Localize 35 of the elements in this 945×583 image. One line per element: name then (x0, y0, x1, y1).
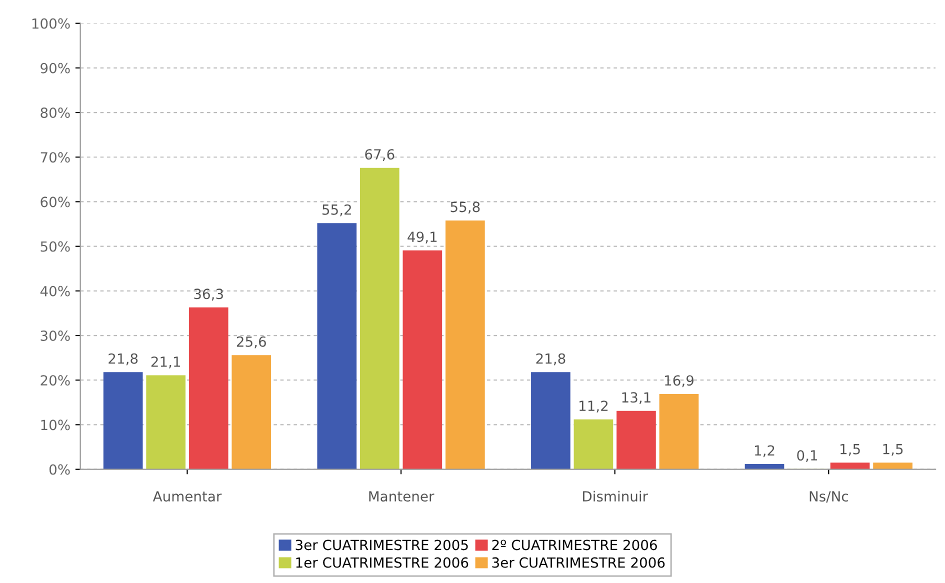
x-tick-label: Ns/Nc (810, 491, 848, 503)
data-label: 11,2 (580, 400, 608, 413)
y-tick-label: 70% (40, 152, 70, 163)
x-tick-label: Disminuir (583, 490, 648, 502)
data-label: 21,8 (536, 353, 566, 366)
y-tick-label: 30% (40, 330, 70, 341)
data-label: 25,6 (236, 336, 266, 348)
data-label: 55,2 (322, 204, 351, 216)
data-label: 1,5 (883, 444, 903, 456)
data-label: 0,1 (797, 450, 818, 462)
data-label: 21,8 (108, 353, 138, 366)
data-label: 13,1 (622, 392, 650, 404)
legend-label: 1er CUATRIMESTRE 2006 (296, 557, 468, 568)
y-tick-label: 0% (49, 464, 70, 475)
data-label: 21,1 (151, 356, 180, 368)
y-tick-label: 10% (41, 420, 70, 430)
y-tick-label: 90% (40, 62, 70, 74)
y-tick-label: 60% (40, 196, 70, 208)
data-label: 67,6 (365, 149, 394, 161)
y-tick-label: 80% (40, 107, 70, 118)
y-tick-label: 20% (40, 375, 70, 386)
legend-label: 3er CUATRIMESTRE 2006 (492, 557, 665, 568)
x-tick-label: Aumentar (152, 491, 222, 502)
x-tick-label: Mantener (369, 491, 434, 502)
y-tick-label: 50% (40, 241, 70, 252)
data-label: 55,8 (450, 202, 480, 214)
y-tick-label: 40% (40, 286, 70, 296)
legend-label: 3er CUATRIMESTRE 2005 (296, 540, 468, 550)
y-tick-label: 100% (32, 18, 70, 29)
data-label: 16,9 (665, 375, 694, 388)
data-label: 36,3 (194, 288, 223, 301)
legend-label: 2º CUATRIMESTRE 2006 (492, 540, 657, 550)
data-label: 1,5 (840, 444, 860, 456)
data-label: 49,1 (408, 232, 437, 244)
data-label: 1,2 (754, 445, 774, 458)
